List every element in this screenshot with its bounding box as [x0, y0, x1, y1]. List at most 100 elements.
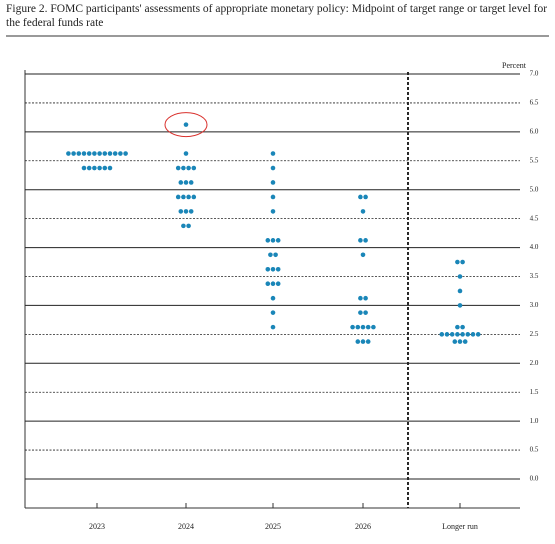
dot: [363, 295, 368, 301]
y-tick-label: 3.0: [530, 301, 539, 309]
dot: [270, 310, 276, 315]
dot: [355, 324, 361, 330]
dot: [270, 281, 276, 287]
y-tick-label: 2.5: [530, 330, 539, 338]
dot: [265, 281, 271, 287]
dot: [92, 151, 97, 156]
title-box: Figure 2. FOMC participants' assessments…: [6, 3, 548, 29]
dot: [183, 122, 189, 127]
y-tick-label: 4.0: [530, 243, 539, 251]
dot: [188, 209, 194, 214]
y-tick-label: 6.5: [530, 99, 539, 107]
dot: [186, 223, 191, 229]
dot: [175, 194, 181, 200]
y-tick-label: 5.0: [530, 185, 539, 193]
dot: [457, 274, 463, 279]
dot: [97, 165, 102, 171]
dot: [460, 324, 465, 330]
dot: [107, 151, 113, 156]
dot: [270, 238, 276, 243]
y-tick-label: 3.5: [530, 272, 539, 280]
dot: [270, 194, 276, 200]
dot: [265, 238, 271, 243]
dot: [457, 303, 463, 308]
x-tick-label: 2025: [265, 522, 281, 531]
dot: [76, 151, 82, 156]
dot: [452, 339, 458, 344]
dot: [358, 194, 363, 200]
dot: [265, 266, 271, 272]
dot: [475, 332, 481, 337]
dot: [273, 252, 278, 258]
x-tick-label: 2023: [89, 522, 105, 531]
dot: [268, 252, 273, 258]
dot: [71, 151, 76, 156]
dot: [371, 324, 376, 330]
dot: [360, 324, 366, 330]
x-tick-label: 2024: [178, 522, 194, 531]
dot: [183, 151, 189, 156]
dot: [365, 324, 371, 330]
dot: [181, 165, 186, 171]
dot: [449, 332, 455, 337]
x-tick-label: 2026: [355, 522, 371, 531]
dot: [270, 324, 276, 330]
dot: [270, 209, 276, 214]
y-tick-label: 0.0: [530, 475, 539, 483]
y-tick-label: 4.5: [530, 214, 539, 222]
dot: [358, 295, 363, 301]
dot: [81, 151, 87, 156]
dot: [275, 281, 281, 287]
y-tick-label: 5.5: [530, 156, 539, 164]
dot: [178, 180, 184, 185]
dot: [178, 209, 184, 214]
y-tick-label: 6.0: [530, 127, 539, 135]
y-tick-label: 1.5: [530, 388, 539, 396]
dot: [186, 165, 191, 171]
dot: [102, 165, 108, 171]
y-tick-label: 0.5: [530, 446, 539, 454]
dot: [118, 151, 123, 156]
dot: [455, 259, 460, 265]
dot: [470, 332, 476, 337]
dot: [360, 209, 366, 214]
dot: [86, 165, 92, 171]
dot: [444, 332, 450, 337]
dot: [360, 252, 366, 258]
dot: [460, 259, 465, 265]
dot: [86, 151, 92, 156]
dot: [112, 151, 118, 156]
dot: [81, 165, 87, 171]
dot: [462, 339, 468, 344]
chart-title: Figure 2. FOMC participants' assessments…: [6, 3, 548, 29]
dot: [123, 151, 128, 156]
x-tick-label: Longer run: [442, 522, 478, 531]
y-tick-label: 7.0: [530, 70, 539, 78]
y-axis-label: Percent: [502, 61, 527, 70]
dot: [465, 332, 471, 337]
dot: [183, 180, 189, 185]
dot: [270, 180, 276, 185]
dot: [457, 288, 463, 294]
dot: [365, 339, 371, 344]
dot: [363, 194, 368, 200]
dot: [455, 324, 460, 330]
dot: [360, 339, 366, 344]
dot: [275, 238, 281, 243]
dot: [358, 310, 363, 315]
dot: [270, 151, 276, 156]
dot: [460, 332, 465, 337]
dot: [181, 194, 186, 200]
dot: [97, 151, 102, 156]
dot: [275, 266, 281, 272]
dot: [102, 151, 108, 156]
dot: [186, 194, 191, 200]
dot: [455, 332, 460, 337]
dot: [183, 209, 189, 214]
highlight-circle: [164, 112, 208, 138]
dot: [363, 238, 368, 243]
y-tick-label: 2.0: [530, 359, 539, 367]
dot: [270, 266, 276, 272]
dot: [175, 165, 181, 171]
